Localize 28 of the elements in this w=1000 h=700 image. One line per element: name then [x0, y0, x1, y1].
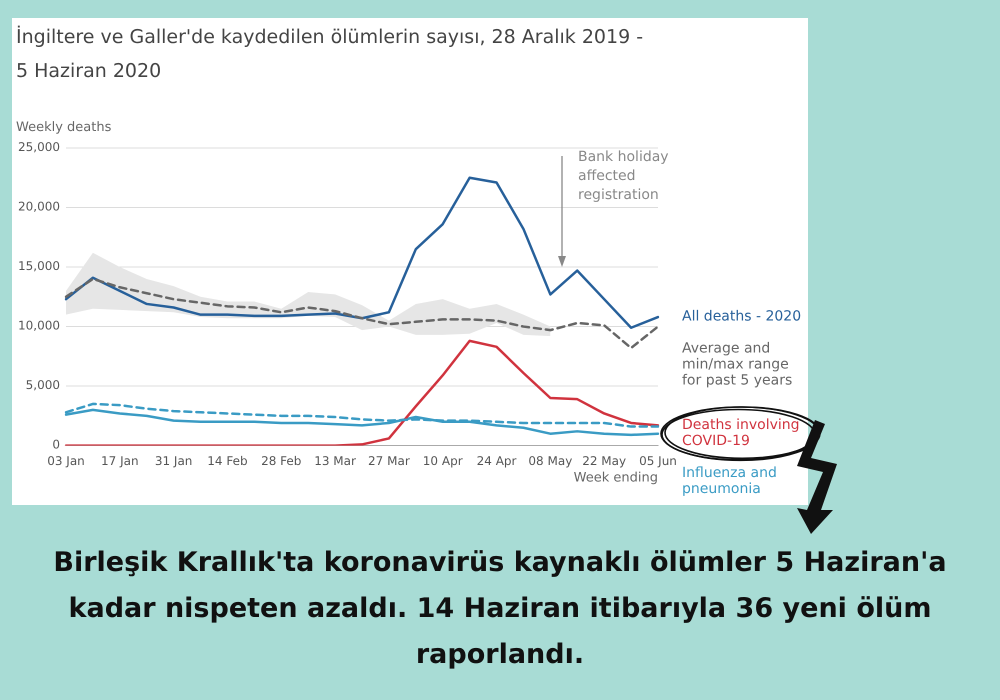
- y-tick-label: 25,000: [18, 140, 60, 154]
- x-tick-label: 14 Feb: [207, 454, 248, 468]
- series-label: All deaths - 2020: [682, 308, 802, 325]
- x-tick-label: 08 May: [528, 454, 572, 468]
- text: Influenza and pneumonia: [682, 465, 777, 498]
- x-tick-label: 05 Jun: [639, 454, 677, 468]
- x-tick-label: 28 Feb: [261, 454, 302, 468]
- y-tick-label: 0: [52, 438, 60, 452]
- x-tick-label: 03 Jan: [47, 454, 85, 468]
- series-label: Deaths involving COVID-19: [682, 417, 800, 450]
- x-tick-label: 22 May: [582, 454, 626, 468]
- y-tick-label: 15,000: [18, 259, 60, 274]
- x-tick-label: 27 Mar: [368, 454, 410, 468]
- y-tick-label: 5,000: [26, 378, 60, 392]
- y-tick-label: 10,000: [18, 318, 60, 333]
- series-label: Average and min/max range for past 5 years: [682, 340, 792, 389]
- y-axis-title: Weekly deaths: [16, 120, 112, 135]
- annotation: Bank holiday affected registration: [578, 148, 670, 205]
- y-tick-label: 20,000: [18, 200, 60, 214]
- chart-title: İngiltere ve Galler'de kaydedilen ölümlerin sayısı, 28 Aralık 2019 - 5 Haziran 2020: [16, 24, 644, 84]
- text: Birleşik Krallık'ta koronavirüs kaynaklı ölümler 5 Haziran'a kadar nispeten azaldı. 14 Haziran itibarıyla 36 yeni ölüm raporlandı.: [52, 546, 948, 672]
- x-tick-label: 17 Jan: [101, 454, 139, 468]
- x-axis-title: Week ending: [574, 470, 658, 486]
- x-tick-label: 31 Jan: [154, 454, 192, 468]
- x-tick-label: 13 Mar: [314, 454, 356, 468]
- x-tick-label: 10 Apr: [422, 454, 463, 468]
- line-series: [64, 278, 660, 350]
- x-tick-label: 24 Apr: [476, 454, 517, 468]
